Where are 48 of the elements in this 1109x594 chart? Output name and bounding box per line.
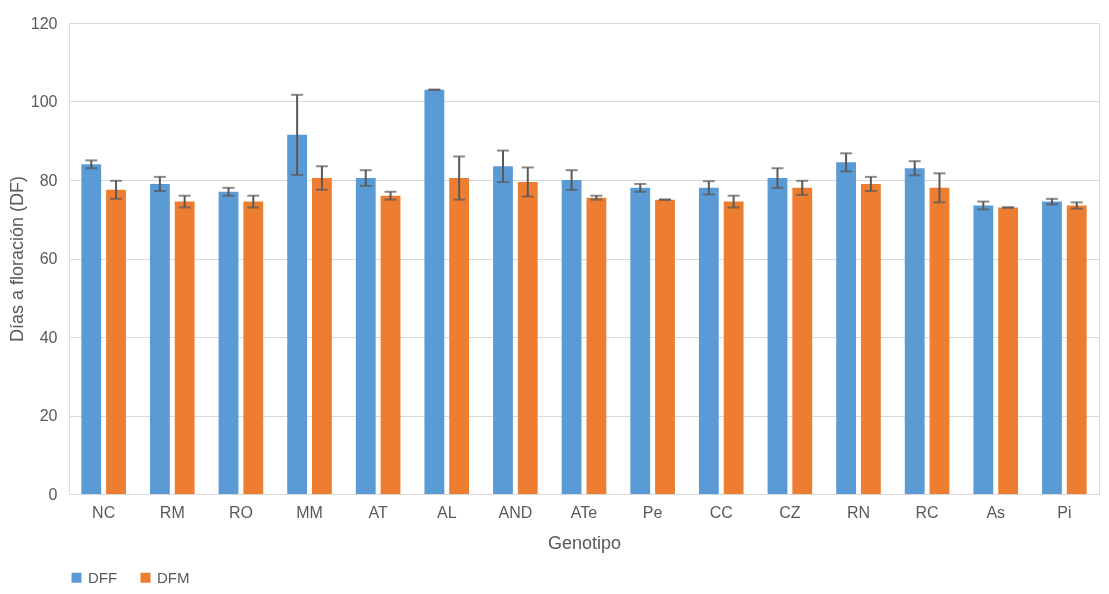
- x-tick-label: NC: [92, 503, 116, 521]
- x-tick-label: AL: [436, 503, 457, 521]
- y-tick-label: 40: [39, 328, 58, 346]
- x-tick-label: Pi: [1057, 503, 1072, 521]
- x-tick-label: Pe: [642, 503, 663, 521]
- bar: [174, 201, 195, 494]
- bar: [287, 134, 308, 494]
- x-tick-label: RN: [846, 503, 871, 521]
- x-tick-label: MM: [296, 503, 323, 521]
- y-tick-label: 20: [39, 407, 58, 424]
- bar: [355, 178, 376, 494]
- bar: [698, 187, 719, 494]
- bar: [792, 187, 813, 494]
- y-tick-label: 80: [39, 171, 58, 189]
- x-tick-label: AND: [498, 503, 533, 521]
- bar: [561, 180, 582, 494]
- bar: [929, 187, 950, 494]
- y-tick-label: 100: [30, 93, 58, 110]
- bar: [767, 178, 788, 494]
- bar: [517, 181, 538, 494]
- bar: [243, 201, 264, 494]
- y-tick-label: 60: [39, 250, 58, 267]
- y-axis-title: Días a floración (DF): [6, 175, 27, 343]
- y-tick-label: 0: [48, 485, 58, 503]
- x-tick-label: CC: [709, 503, 733, 521]
- bar: [424, 89, 445, 494]
- x-tick-label: RC: [915, 503, 939, 521]
- bar: [860, 183, 881, 494]
- bar: [655, 199, 675, 494]
- bar: [311, 178, 332, 494]
- x-tick-label: As: [986, 503, 1006, 521]
- x-tick-label: RM: [159, 503, 185, 521]
- legend-label: DFF: [88, 568, 118, 586]
- x-tick-label: ATe: [570, 503, 598, 521]
- x-tick-label: AT: [368, 503, 388, 521]
- x-axis-title: Genotipo: [547, 532, 622, 553]
- bar: [998, 207, 1019, 494]
- x-tick-label: CZ: [779, 503, 801, 521]
- bar: [904, 168, 925, 494]
- bar: [449, 178, 470, 494]
- bar: [493, 166, 513, 494]
- bar: [106, 189, 126, 494]
- bar: [836, 162, 857, 494]
- bar: [723, 201, 744, 494]
- y-tick-label: 120: [30, 14, 58, 32]
- legend-label: DFM: [157, 568, 190, 586]
- bar: [149, 183, 170, 494]
- x-tick-label: RO: [228, 503, 253, 521]
